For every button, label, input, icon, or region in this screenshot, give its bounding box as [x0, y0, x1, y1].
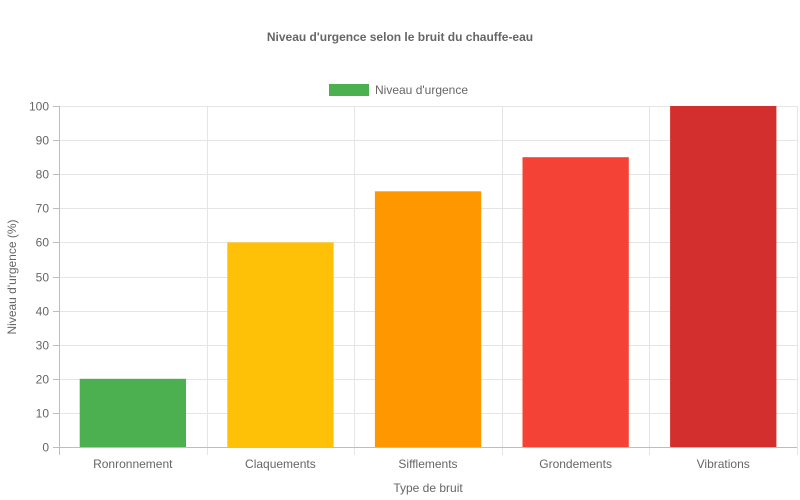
bar[interactable] — [522, 157, 629, 447]
y-tick-label: 10 — [36, 407, 50, 421]
axes — [53, 106, 797, 455]
x-tick-label: Vibrations — [697, 457, 750, 471]
x-tick-labels: Ronronnement Claquements Sifflements Gronde… — [93, 457, 750, 471]
bars — [79, 106, 777, 448]
y-tick-label: 80 — [36, 168, 50, 182]
x-tick-label: Ronronnement — [93, 457, 173, 471]
legend[interactable]: Niveau d'urgence — [329, 83, 468, 97]
y-axis-label: Niveau d'urgence (%) — [5, 219, 19, 334]
legend-label: Niveau d'urgence — [375, 83, 468, 97]
y-tick-label: 0 — [42, 441, 49, 455]
y-tick-label: 90 — [36, 134, 50, 148]
legend-swatch — [329, 84, 369, 96]
y-tick-label: 20 — [36, 373, 50, 387]
y-tick-label: 50 — [36, 271, 50, 285]
y-tick-labels: 0 10 20 30 40 50 60 70 80 90 100 — [29, 100, 49, 455]
bar[interactable] — [79, 378, 186, 447]
y-tick-label: 60 — [36, 236, 50, 250]
x-tick-label: Claquements — [245, 457, 316, 471]
bar[interactable] — [670, 106, 777, 447]
bar[interactable] — [374, 191, 482, 448]
y-tick-label: 40 — [36, 305, 50, 319]
x-tick-label: Sifflements — [398, 457, 457, 471]
y-tick-label: 70 — [36, 202, 50, 216]
x-tick-label: Grondements — [539, 457, 612, 471]
x-axis-label: Type de bruit — [393, 481, 463, 495]
y-tick-label: 30 — [36, 339, 50, 353]
chart-title: Niveau d'urgence selon le bruit du chauf… — [267, 30, 533, 44]
y-tick-label: 100 — [29, 100, 49, 114]
bar[interactable] — [227, 242, 334, 447]
